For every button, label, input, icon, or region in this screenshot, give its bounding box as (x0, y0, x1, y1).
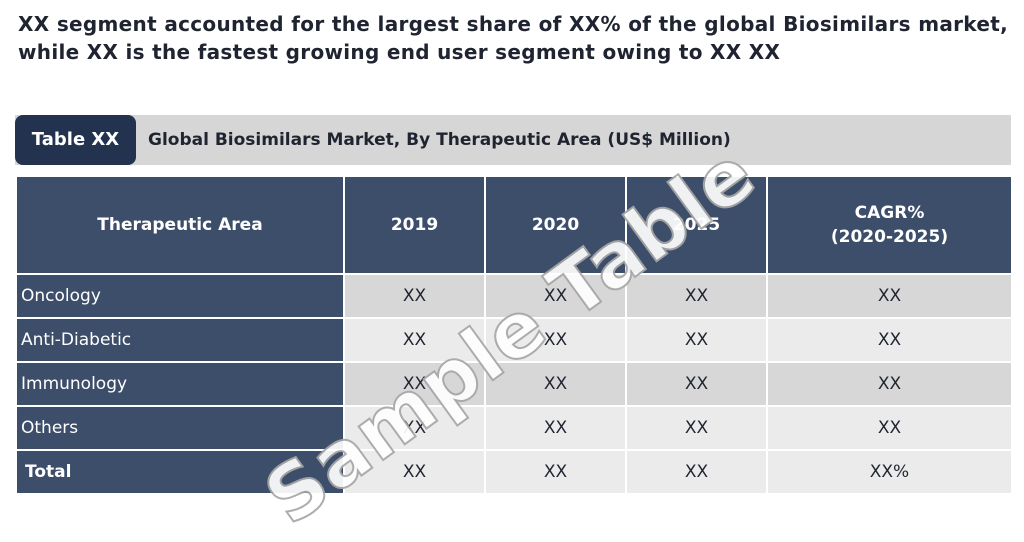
cell-2025: XX (625, 317, 768, 363)
market-table: Therapeutic Area 2019 2020 2025 CAGR% (2… (15, 175, 1013, 495)
header-cagr-line2: (2020-2025) (830, 227, 949, 247)
cell-cagr: XX (766, 405, 1013, 451)
header-2020: 2020 (484, 175, 627, 275)
row-label: Immunology (15, 361, 345, 407)
cell-2025: XX (625, 405, 768, 451)
cell-2020: XX (484, 317, 627, 363)
header-2025: 2025 (625, 175, 768, 275)
cell-2019: XX (343, 317, 486, 363)
table-row: Anti-Diabetic XX XX XX XX (15, 317, 1013, 363)
cell-cagr: XX (766, 361, 1013, 407)
table-total-row: Total XX XX XX XX% (15, 449, 1013, 495)
table-title: Global Biosimilars Market, By Therapeuti… (148, 130, 731, 150)
cell-2019: XX (343, 449, 486, 495)
table-number-tag: Table XX (15, 115, 136, 165)
cell-cagr: XX% (766, 449, 1013, 495)
header-therapeutic-area: Therapeutic Area (15, 175, 345, 275)
table-header-row: Therapeutic Area 2019 2020 2025 CAGR% (2… (15, 175, 1013, 275)
row-label: Anti-Diabetic (15, 317, 345, 363)
header-cagr-line1: CAGR% (854, 203, 925, 223)
cell-2019: XX (343, 361, 486, 407)
table-row: Immunology XX XX XX XX (15, 361, 1013, 407)
cell-2020: XX (484, 405, 627, 451)
cell-2020: XX (484, 273, 627, 319)
cell-2025: XX (625, 273, 768, 319)
cell-2025: XX (625, 449, 768, 495)
cell-2020: XX (484, 449, 627, 495)
cell-2025: XX (625, 361, 768, 407)
header-2019: 2019 (343, 175, 486, 275)
cell-cagr: XX (766, 317, 1013, 363)
cell-2020: XX (484, 361, 627, 407)
table-row: Oncology XX XX XX XX (15, 273, 1013, 319)
cell-cagr: XX (766, 273, 1013, 319)
table-caption-bar: Table XX Global Biosimilars Market, By T… (15, 115, 1011, 165)
cell-2019: XX (343, 273, 486, 319)
row-label: Others (15, 405, 345, 451)
row-label-total: Total (15, 449, 345, 495)
row-label: Oncology (15, 273, 345, 319)
cell-2019: XX (343, 405, 486, 451)
headline: XX segment accounted for the largest sha… (18, 12, 1008, 64)
header-cagr: CAGR% (2020-2025) (766, 175, 1013, 275)
table-row: Others XX XX XX XX (15, 405, 1013, 451)
